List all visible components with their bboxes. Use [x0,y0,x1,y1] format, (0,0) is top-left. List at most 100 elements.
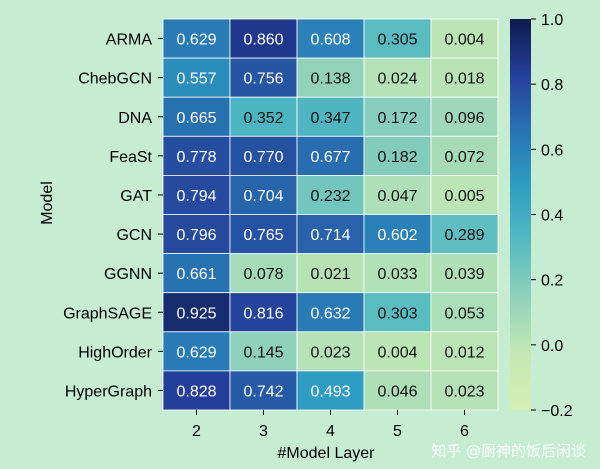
cell-value-label: 0.742 [243,383,283,400]
heatmap-cell [363,135,432,176]
cell-value-label: 0.770 [243,149,283,166]
x-tick-label: 6 [460,423,469,440]
cell-value-label: 0.661 [176,266,216,283]
y-tick-label: GCN [116,227,152,244]
heatmap-cell [229,18,298,59]
heatmap-cell [162,253,231,294]
cell-value-label: 0.018 [444,71,484,88]
watermark: 知乎 @厨神的饭后闲谈 [431,442,586,460]
cell-value-label: 0.145 [243,344,283,361]
heatmap-cell [430,331,499,372]
cell-value-label: 0.303 [377,305,417,322]
colorbar-tick-label: 0.8 [541,77,563,94]
cell-value-label: 0.024 [377,71,417,88]
y-tick-labels: ARMA ChebGCN DNA FeaSt GAT GCN GGNN GraphSAGE Hi… [63,32,163,400]
cell-value-label: 0.096 [444,110,484,127]
heatmap-cell [229,292,298,333]
x-tick-label: 5 [393,423,402,440]
y-tick-label: GraphSAGE [63,305,152,322]
cell-value-label: 0.602 [377,227,417,244]
cell-value-label: 0.714 [310,227,350,244]
cell-value-label: 0.352 [243,110,283,127]
cell-value-label: 0.677 [310,149,350,166]
cell-value-label: 0.004 [444,32,484,49]
cell-value-label: 0.816 [243,305,283,322]
heatmap-cell [430,292,499,333]
cell-value-label: 0.305 [377,32,417,49]
cell-value-label: 0.347 [310,110,350,127]
cell-value-label: 0.232 [310,188,350,205]
x-tick-label: 2 [192,423,201,440]
cell-value-label: 0.629 [176,344,216,361]
heatmap-cell [229,135,298,176]
x-tick-label: 3 [259,423,268,440]
cell-value-label: 0.072 [444,149,484,166]
cell-value-label: 0.794 [176,188,216,205]
heatmap-cell [430,370,499,411]
y-tick-label: ChebGCN [78,71,152,88]
heatmap-cell [229,96,298,137]
cell-value-label: 0.289 [444,227,484,244]
heatmap-cell [363,214,432,254]
heatmap-cell [296,174,365,215]
cell-value-label: 0.796 [176,227,216,244]
cell-value-label: 0.756 [243,71,283,88]
cell-value-label: 0.860 [243,32,283,49]
cell-value-label: 0.012 [444,344,484,361]
colorbar-tick-label: 0.0 [541,338,563,355]
cell-value-label: 0.608 [310,32,350,49]
heatmap-cell [296,18,365,59]
heatmap-cell [162,18,231,59]
y-tick-label: GGNN [104,266,152,283]
cell-value-label: 0.765 [243,227,283,244]
cell-value-label: 0.557 [176,71,216,88]
colorbar-tick-label: −0.2 [541,403,573,420]
cell-value-label: 0.004 [377,344,417,361]
cell-value-label: 0.665 [176,110,216,127]
cell-value-label: 0.778 [176,149,216,166]
colorbar-ticks: 1.0 0.8 0.6 0.4 0.2 0.0 −0.2 [531,12,573,420]
colorbar [510,19,531,410]
heatmap-cell [229,331,298,372]
cell-value-label: 0.182 [377,149,417,166]
cell-value-label: 0.078 [243,266,283,283]
heatmap-cell [296,57,365,98]
heatmap-cell [430,135,499,176]
cell-value-label: 0.046 [377,383,417,400]
cell-value-label: 0.023 [310,344,350,361]
heatmap-cell [296,214,365,254]
heatmap-cell [162,370,231,411]
heatmap-cell [430,57,499,98]
heatmap-cell [296,135,365,176]
y-tick-label: ARMA [106,32,153,49]
cell-value-label: 0.632 [310,305,350,322]
x-tick-label: 4 [326,423,335,440]
cell-value-label: 0.704 [243,188,283,205]
cell-value-label: 0.138 [310,71,350,88]
cell-value-label: 0.053 [444,305,484,322]
y-tick-label: GAT [120,188,152,205]
colorbar-tick-label: 0.2 [541,273,563,290]
cell-value-label: 0.039 [444,266,484,283]
y-tick-label: DNA [118,110,152,127]
colorbar-tick-label: 0.6 [541,142,563,159]
heatmap-cell [363,96,432,137]
heatmap-cell [430,174,499,215]
heatmap-cell [363,370,432,411]
heatmap-cell [229,370,298,411]
cell-value-label: 0.021 [310,266,350,283]
heatmap-cell [229,174,298,215]
heatmap-cell [162,292,231,333]
colorbar-tick-label: 0.4 [541,208,563,225]
cell-value-label: 0.828 [176,383,216,400]
y-axis-label: Model [39,181,56,225]
heatmap-cell [296,331,365,372]
heatmap-cells: 0.629 0.860 0.608 0.305 0.004 0.557 0.756 0.138… [162,18,499,411]
x-tick-labels: 2 3 4 5 6 [192,410,469,440]
cell-value-label: 0.033 [377,266,417,283]
x-axis-label: #Model Layer [278,445,376,462]
heatmap-cell [162,174,231,215]
cell-value-label: 0.172 [377,110,417,127]
heatmap-cell [296,370,365,411]
